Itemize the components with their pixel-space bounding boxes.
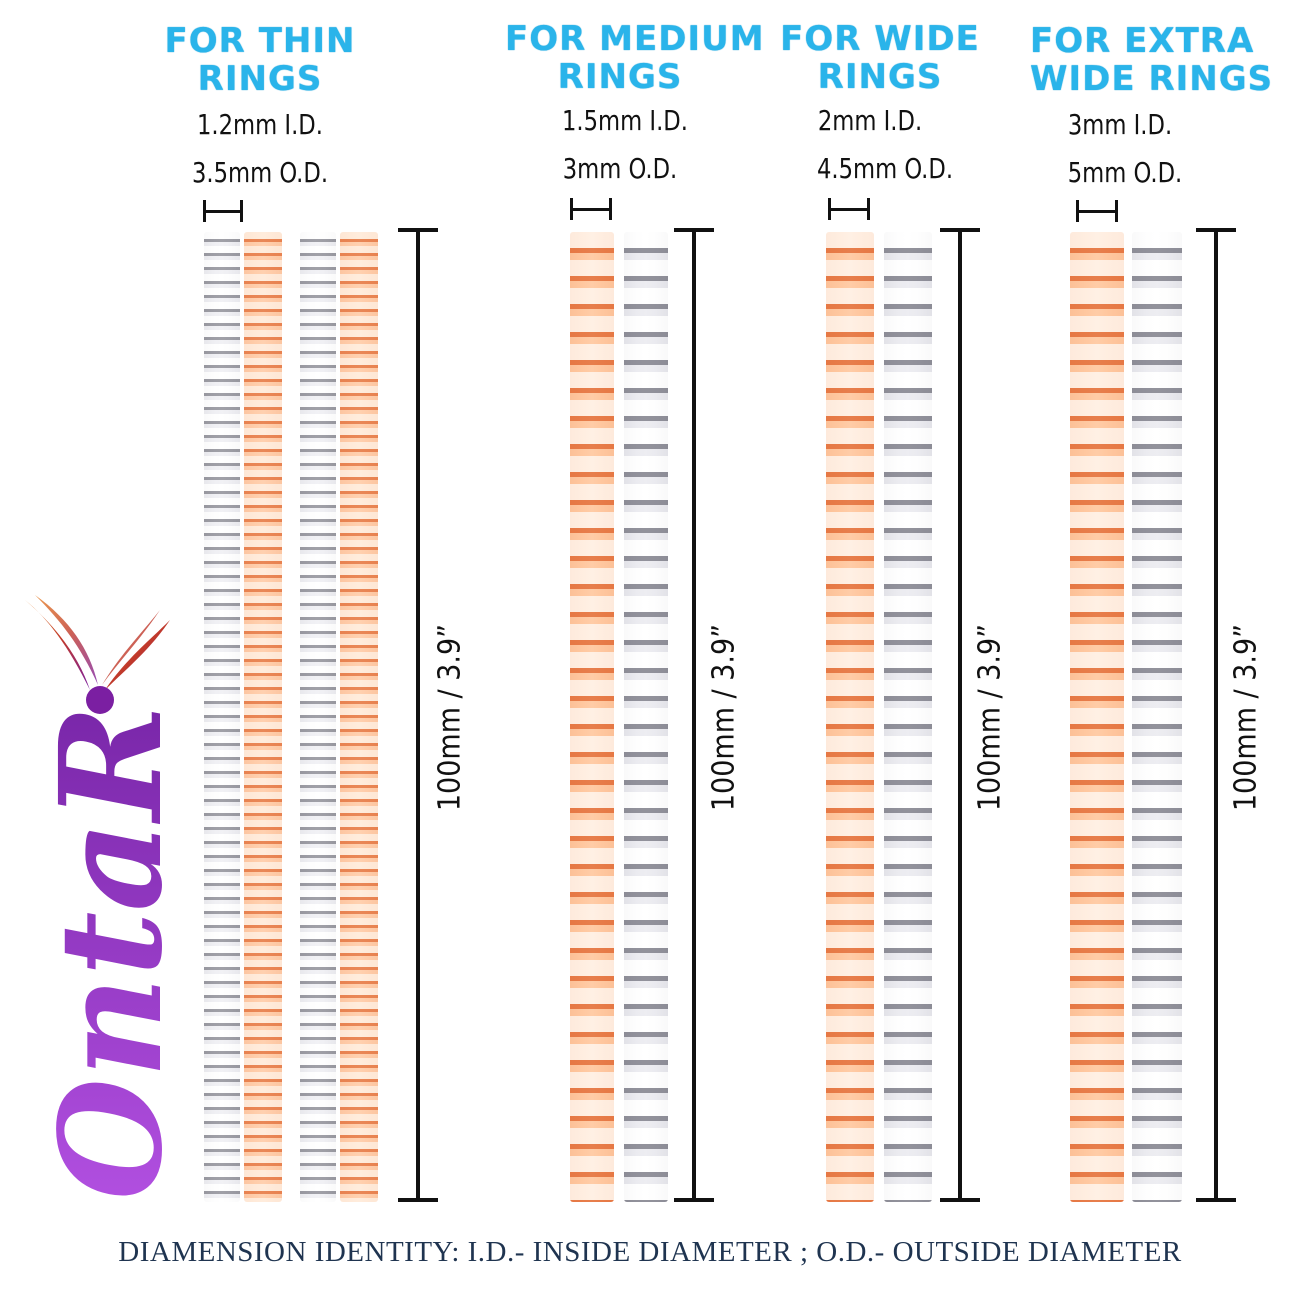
chain-silver [624,232,668,1202]
chain-silver [1132,232,1182,1202]
width-bracket [1076,200,1118,222]
inner-diameter-label: 3mm I.D. [1067,108,1173,141]
length-label: 100mm / 3.9” [972,623,1008,812]
length-ruler [398,228,438,1202]
width-bracket [828,198,870,220]
title-line: RINGS [817,57,943,97]
brand-logo: OntaRyon [10,590,190,1210]
group-title-extra-wide: FOR EXTRA WIDE RINGS [1030,21,1274,99]
title-line: FOR WIDE [780,19,980,59]
hummingbird-icon [25,595,170,714]
chain-rose-gold [570,232,614,1202]
title-line: FOR MEDIUM [505,19,765,59]
outer-diameter-label: 4.5mm O.D. [816,152,954,185]
chain-rose-gold [1070,232,1124,1202]
group-title-wide: FOR WIDE RINGS [770,20,990,96]
width-bracket [570,198,612,220]
outer-diameter-label: 5mm O.D. [1067,156,1183,189]
chain-silver [884,232,932,1202]
chain-rose-gold [244,232,282,1202]
length-ruler [940,228,980,1202]
inner-diameter-label: 1.5mm I.D. [562,104,688,137]
chain-rose-gold [340,232,378,1202]
title-line: WIDE RINGS [1030,59,1274,99]
group-title-medium: FOR MEDIUM RINGS [505,19,765,97]
footer-caption: DIAMENSION IDENTITY: I.D.- INSIDE DIAMET… [118,1236,1182,1268]
svg-text:OntaRyon: OntaRyon [30,710,190,1200]
outer-diameter-label: 3mm O.D. [562,152,678,185]
length-ruler [1196,228,1236,1202]
chain-rose-gold [826,232,874,1202]
length-label: 100mm / 3.9” [706,623,742,812]
length-ruler [674,228,714,1202]
group-title-thin: FOR THIN RINGS [150,22,370,98]
title-line: RINGS [197,59,323,99]
inner-diameter-label: 1.2mm I.D. [197,108,323,141]
brand-wordmark: OntaRyon [30,710,190,1200]
width-bracket [203,200,243,222]
outer-diameter-label: 3.5mm O.D. [191,156,329,189]
title-line: FOR THIN [164,21,356,61]
title-line: FOR EXTRA [1030,21,1255,61]
chain-silver [204,232,240,1202]
inner-diameter-label: 2mm I.D. [817,104,923,137]
length-label: 100mm / 3.9” [1228,623,1264,812]
chain-silver [300,232,336,1202]
title-line: RINGS [557,57,683,97]
length-label: 100mm / 3.9” [432,623,468,812]
